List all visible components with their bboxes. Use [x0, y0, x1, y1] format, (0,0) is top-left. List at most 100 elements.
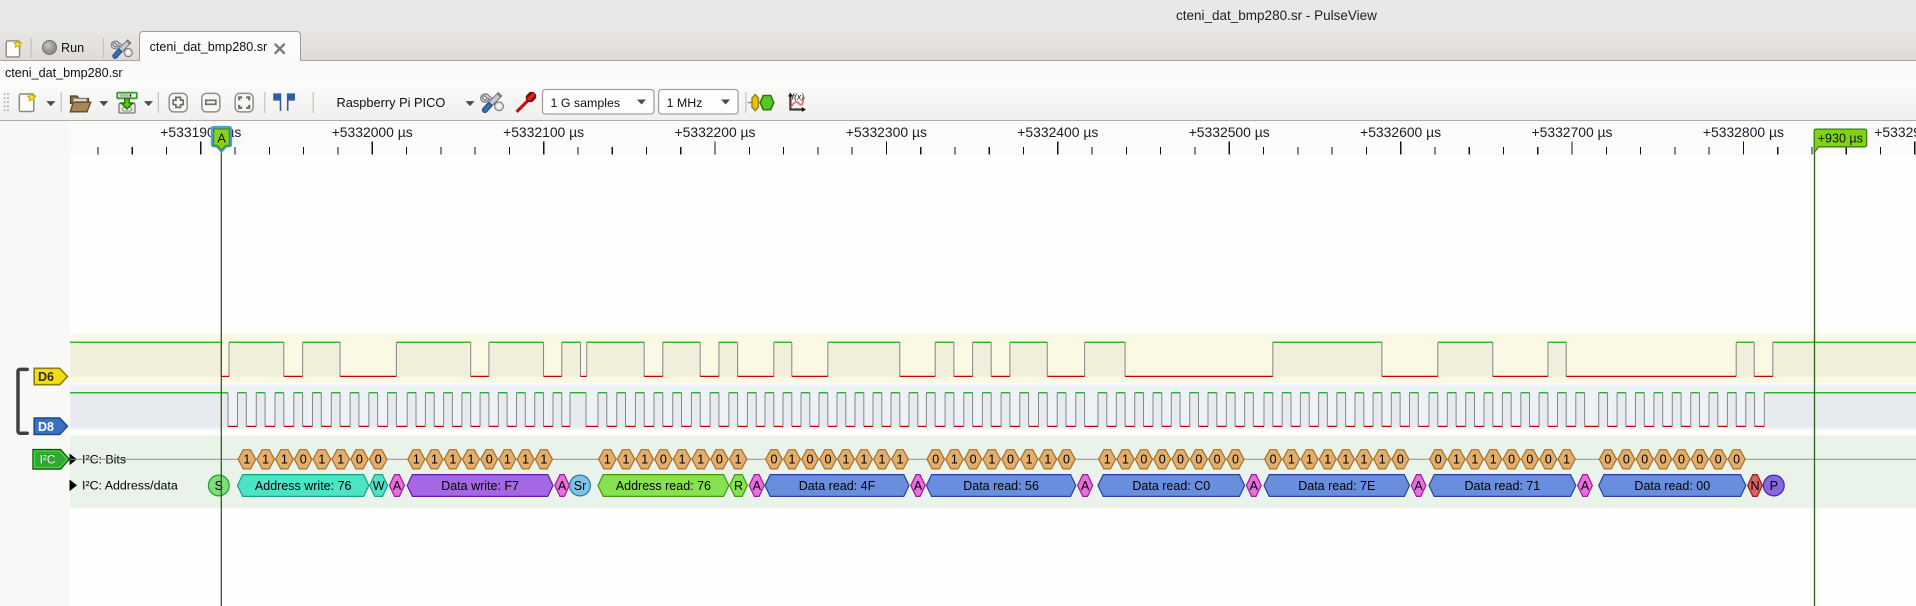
svg-text:0: 0	[1623, 453, 1630, 467]
svg-text:1: 1	[1379, 453, 1386, 467]
svg-text:1: 1	[604, 453, 611, 467]
svg-text:1: 1	[861, 453, 868, 467]
svg-text:1: 1	[1026, 453, 1033, 467]
svg-text:1: 1	[988, 453, 995, 467]
svg-text:1: 1	[623, 453, 630, 467]
svg-text:+5332500 µs: +5332500 µs	[1189, 124, 1270, 140]
svg-text:0: 0	[1715, 453, 1722, 467]
svg-text:1: 1	[1563, 453, 1570, 467]
svg-text:Run: Run	[61, 41, 84, 55]
svg-text:N: N	[1750, 479, 1759, 493]
svg-text:1: 1	[1342, 453, 1349, 467]
svg-text:Data read: 7E: Data read: 7E	[1298, 479, 1375, 493]
svg-text:1: 1	[318, 453, 325, 467]
svg-text:0: 0	[807, 453, 814, 467]
svg-text:Data read: 71: Data read: 71	[1465, 479, 1541, 493]
svg-text:1: 1	[735, 453, 742, 467]
svg-text:0: 0	[825, 453, 832, 467]
svg-text:Data write: F7: Data write: F7	[441, 479, 519, 493]
svg-text:1: 1	[504, 453, 511, 467]
svg-text:+5332900 µs: +5332900 µs	[1874, 124, 1916, 140]
svg-text:Address write: 76: Address write: 76	[255, 479, 352, 493]
svg-text:1: 1	[1306, 453, 1313, 467]
svg-text:D8: D8	[38, 420, 54, 434]
svg-text:1: 1	[413, 453, 420, 467]
svg-text:0: 0	[356, 453, 363, 467]
svg-text:1 MHz: 1 MHz	[667, 96, 703, 110]
svg-text:1: 1	[540, 453, 547, 467]
svg-text:0: 0	[1007, 453, 1014, 467]
svg-text:1: 1	[1104, 453, 1111, 467]
svg-text:0: 0	[1270, 453, 1277, 467]
svg-text:1: 1	[337, 453, 344, 467]
svg-text:0: 0	[1641, 453, 1648, 467]
svg-text:Data read: 56: Data read: 56	[963, 479, 1039, 493]
svg-text:1: 1	[468, 453, 475, 467]
svg-text:0: 0	[1397, 453, 1404, 467]
svg-text:A: A	[1414, 479, 1423, 493]
svg-text:A: A	[393, 479, 402, 493]
svg-text:0: 0	[1435, 453, 1442, 467]
svg-text:1: 1	[262, 453, 269, 467]
svg-text:Sr: Sr	[574, 479, 587, 493]
svg-text:+930 µs: +930 µs	[1818, 132, 1863, 146]
svg-text:I²C: I²C	[40, 453, 56, 467]
svg-text:1: 1	[281, 453, 288, 467]
svg-text:W: W	[373, 479, 385, 493]
svg-text:0: 0	[1545, 453, 1552, 467]
svg-text:0: 0	[716, 453, 723, 467]
svg-text:f(x): f(x)	[792, 92, 804, 102]
svg-text:1: 1	[1471, 453, 1478, 467]
svg-text:0: 0	[1214, 453, 1221, 467]
svg-text:S: S	[215, 479, 223, 493]
svg-text:A: A	[1250, 479, 1259, 493]
svg-text:1: 1	[641, 453, 648, 467]
svg-text:0: 0	[1508, 453, 1515, 467]
svg-text:1: 1	[522, 453, 529, 467]
svg-text:1: 1	[697, 453, 704, 467]
svg-text:0: 0	[1678, 453, 1685, 467]
svg-text:+5332300 µs: +5332300 µs	[846, 124, 927, 140]
svg-text:0: 0	[1177, 453, 1184, 467]
svg-text:1: 1	[1361, 453, 1368, 467]
svg-text:P: P	[1770, 479, 1778, 493]
svg-text:A: A	[217, 132, 226, 146]
svg-text:A: A	[1581, 479, 1590, 493]
svg-text:0: 0	[375, 453, 382, 467]
svg-text:1: 1	[1288, 453, 1295, 467]
svg-text:I²C: Address/data: I²C: Address/data	[82, 479, 178, 493]
svg-text:0: 0	[660, 453, 667, 467]
svg-text:0: 0	[1526, 453, 1533, 467]
svg-text:0: 0	[1140, 453, 1147, 467]
svg-text:0: 0	[970, 453, 977, 467]
svg-text:Address read: 76: Address read: 76	[616, 479, 711, 493]
svg-text:1: 1	[1490, 453, 1497, 467]
svg-text:A: A	[558, 479, 567, 493]
svg-text:+5332200 µs: +5332200 µs	[675, 124, 756, 140]
svg-text:1 G samples: 1 G samples	[551, 96, 621, 110]
svg-text:0: 0	[1604, 453, 1611, 467]
svg-text:1: 1	[679, 453, 686, 467]
svg-text:+5332400 µs: +5332400 µs	[1017, 124, 1098, 140]
svg-text:1: 1	[1122, 453, 1129, 467]
svg-text:1: 1	[1453, 453, 1460, 467]
svg-text:A: A	[914, 479, 923, 493]
svg-text:0: 0	[1733, 453, 1740, 467]
svg-text:+5332100 µs: +5332100 µs	[503, 124, 584, 140]
svg-text:A: A	[753, 479, 762, 493]
svg-text:Raspberry Pi PICO: Raspberry Pi PICO	[337, 95, 446, 110]
svg-text:0: 0	[1063, 453, 1070, 467]
svg-text:0: 0	[932, 453, 939, 467]
svg-text:D6: D6	[38, 370, 54, 384]
svg-text:Data read: 00: Data read: 00	[1634, 479, 1710, 493]
svg-text:0: 0	[1696, 453, 1703, 467]
svg-text:1: 1	[243, 453, 250, 467]
svg-text:1: 1	[1324, 453, 1331, 467]
svg-text:1: 1	[951, 453, 958, 467]
svg-text:Data read: C0: Data read: C0	[1132, 479, 1210, 493]
svg-text:R: R	[734, 479, 743, 493]
svg-text:1: 1	[1044, 453, 1051, 467]
svg-text:0: 0	[300, 453, 307, 467]
svg-text:1: 1	[897, 453, 904, 467]
svg-text:+5332000 µs: +5332000 µs	[332, 124, 413, 140]
